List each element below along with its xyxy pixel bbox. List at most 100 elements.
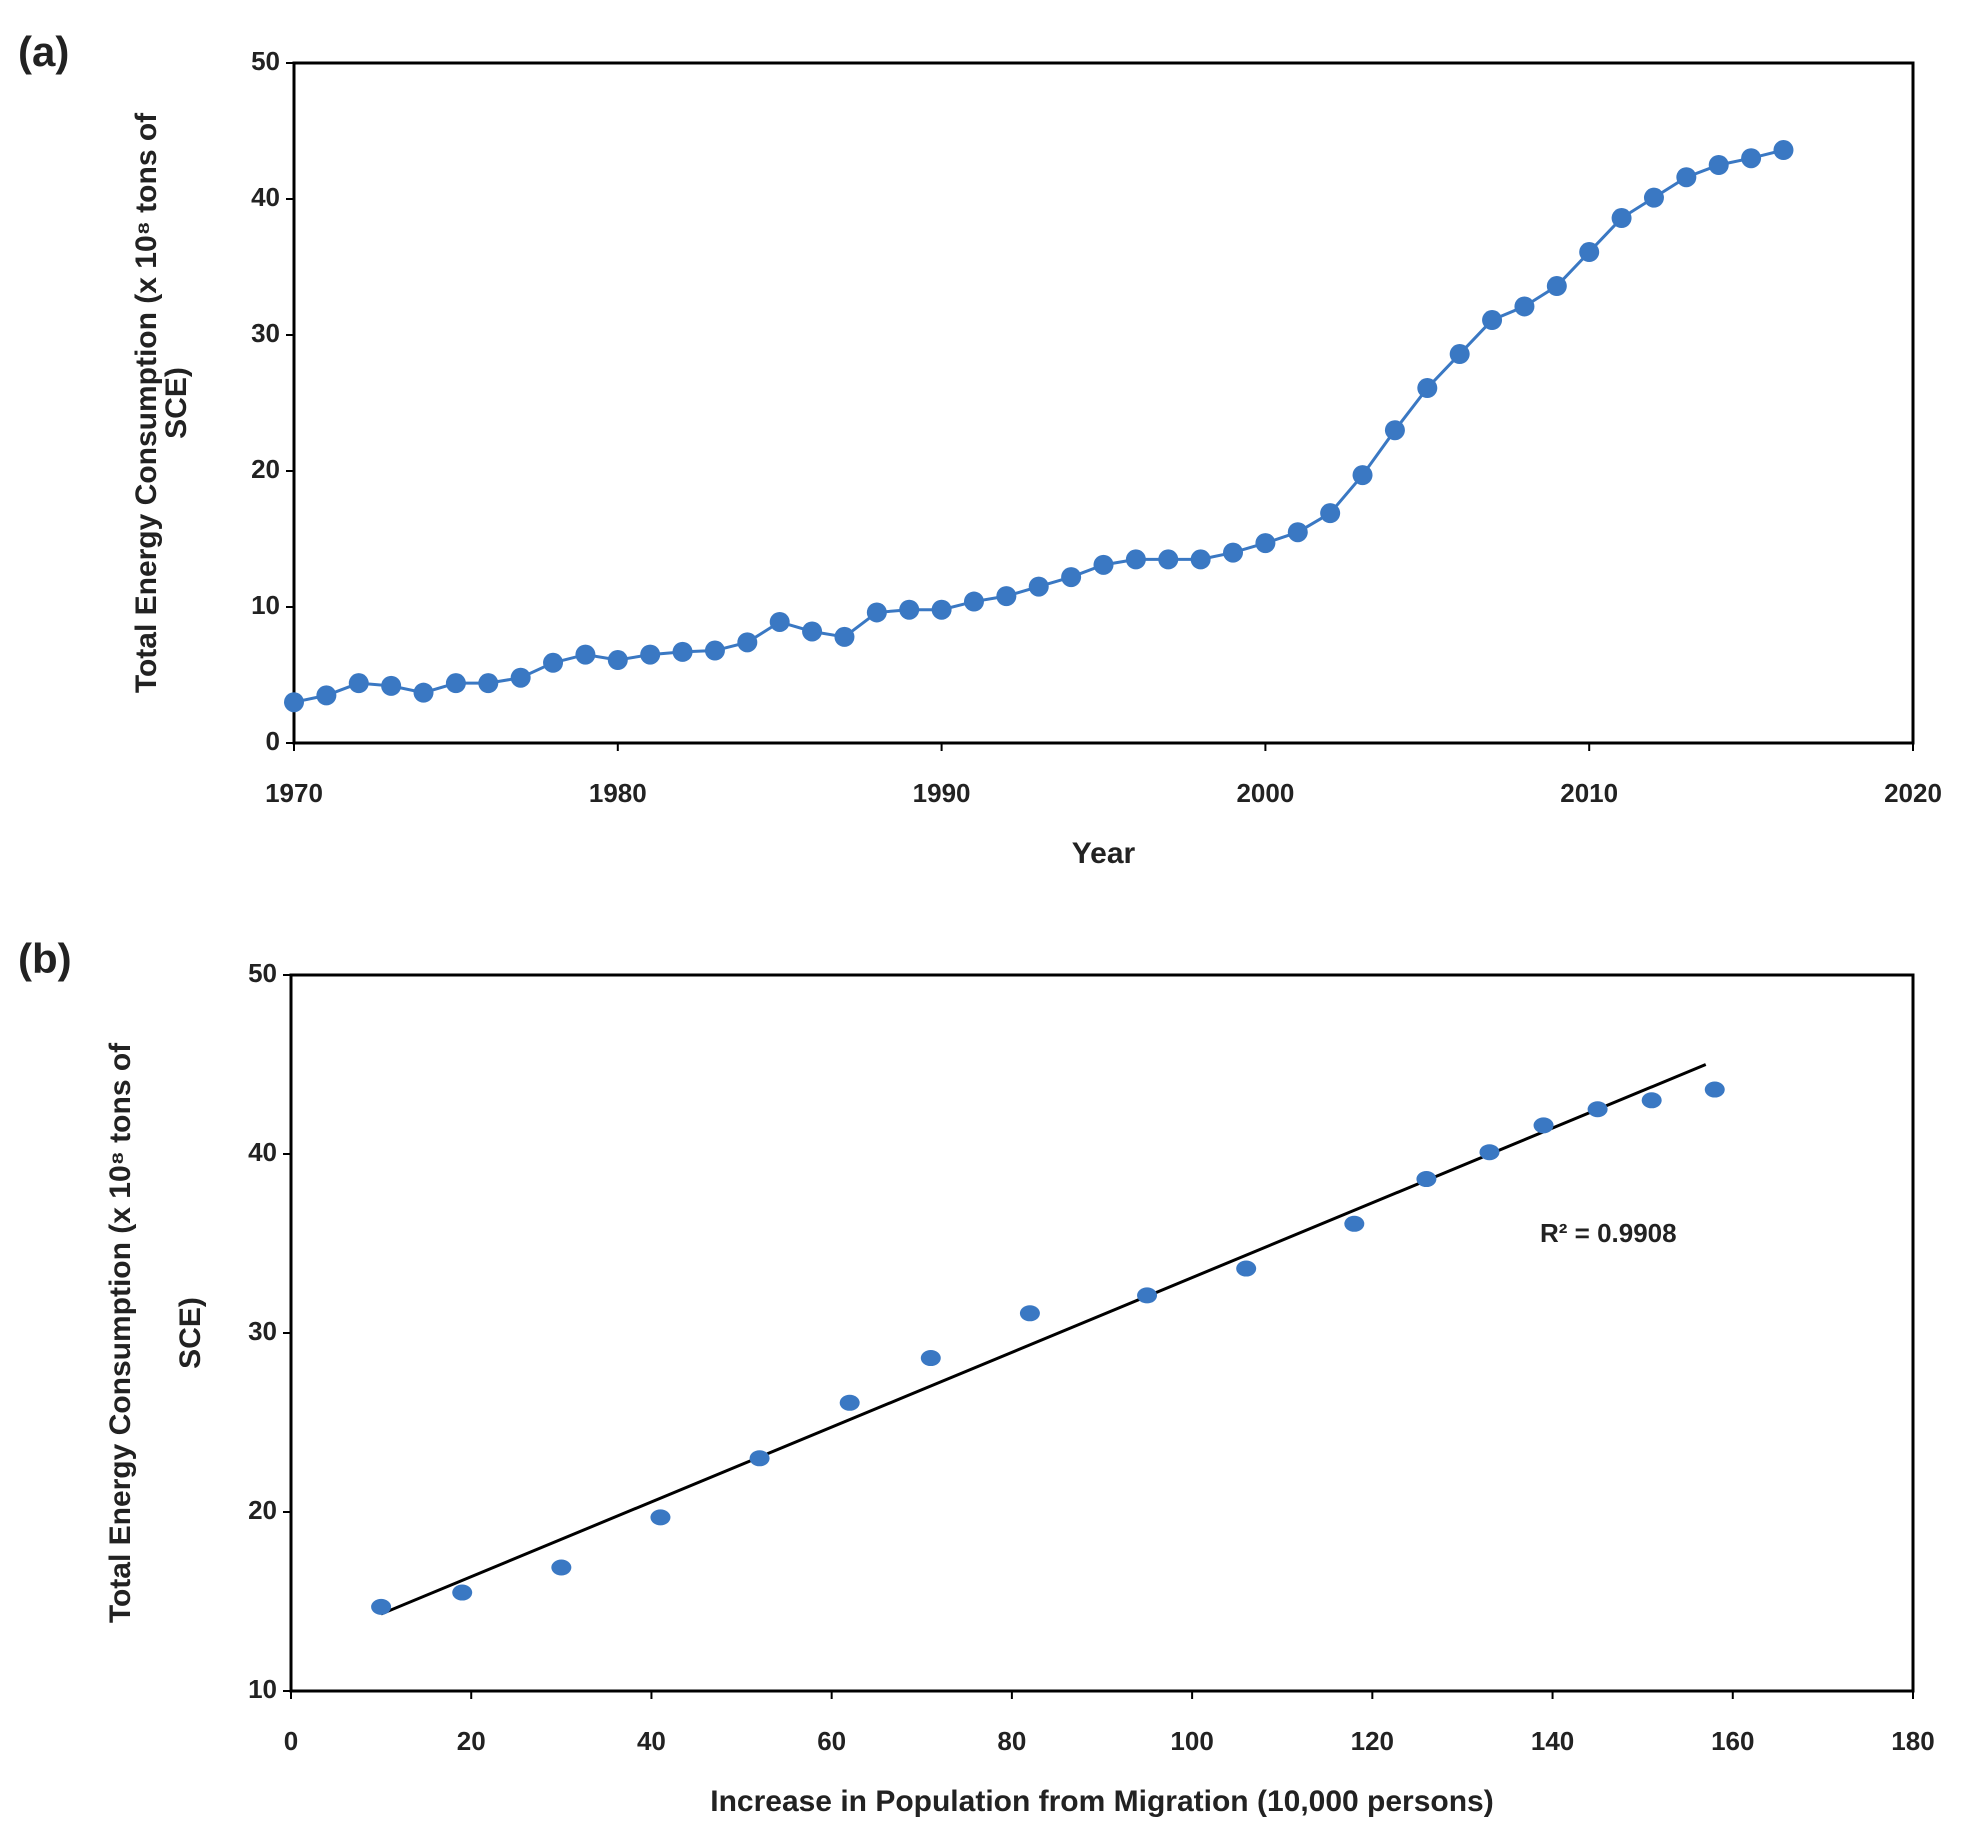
data-point — [1320, 503, 1341, 524]
x-axis-title: Year — [1072, 837, 1136, 870]
data-point — [371, 1598, 392, 1615]
data-point — [445, 673, 466, 694]
data-point — [316, 685, 337, 706]
data-point — [737, 632, 758, 653]
data-point — [802, 621, 823, 642]
data-point — [1773, 140, 1794, 161]
data-point — [963, 591, 984, 612]
data-point — [1514, 296, 1535, 317]
data-point — [834, 626, 855, 647]
trendline — [380, 1063, 1707, 1616]
x-tick-label: 180 — [1891, 1726, 1934, 1756]
data-point — [1611, 208, 1632, 229]
y-tick-label: 30 — [248, 1316, 277, 1346]
data-point — [413, 682, 434, 703]
data-point — [1093, 554, 1114, 575]
y-tick-label: 20 — [248, 1495, 277, 1525]
data-point — [1287, 522, 1308, 543]
y-axis-title: SCE) — [160, 367, 193, 439]
data-point — [866, 602, 887, 623]
data-point — [704, 640, 725, 661]
data-point — [1416, 1171, 1437, 1188]
data-point — [284, 692, 304, 713]
data-point — [1158, 549, 1179, 570]
data-point — [1417, 378, 1438, 399]
y-tick-label: 10 — [251, 590, 280, 620]
data-point — [1676, 167, 1697, 188]
data-point — [510, 667, 531, 688]
data-point — [1255, 533, 1276, 554]
data-point — [1061, 567, 1082, 588]
data-point — [1137, 1287, 1158, 1304]
data-point — [478, 673, 499, 694]
plot-frame — [289, 973, 1915, 1693]
data-point — [1641, 1092, 1662, 1109]
data-point — [1449, 344, 1470, 365]
data-point — [640, 644, 661, 665]
y-tick-label: 50 — [248, 958, 277, 988]
data-point — [996, 586, 1017, 607]
x-tick-label: 140 — [1531, 1726, 1574, 1756]
y-tick-label: 10 — [248, 1674, 277, 1704]
data-point — [931, 599, 952, 620]
x-tick-label: 2020 — [1884, 778, 1942, 808]
y-tick-label: 0 — [266, 726, 280, 756]
data-point — [575, 644, 596, 665]
data-point — [672, 641, 693, 662]
annotation: R² = 0.9908 — [1540, 1218, 1677, 1248]
data-point — [1704, 1081, 1725, 1098]
data-point — [1236, 1260, 1257, 1277]
x-tick-label: 1970 — [265, 778, 323, 808]
x-tick-label: 2010 — [1560, 778, 1618, 808]
data-point — [1384, 420, 1405, 441]
data-point — [1579, 242, 1600, 263]
data-point — [381, 675, 402, 696]
data-point — [1190, 549, 1211, 570]
panel-label: (a) — [18, 28, 69, 75]
data-point — [839, 1394, 860, 1411]
data-point — [1546, 276, 1567, 297]
y-tick-label: 30 — [251, 318, 280, 348]
data-point — [1533, 1117, 1554, 1134]
data-point — [1352, 465, 1373, 486]
data-point — [1643, 187, 1664, 208]
data-line — [293, 148, 1784, 704]
y-axis-title: SCE) — [174, 1297, 207, 1369]
x-tick-label: 120 — [1351, 1726, 1394, 1756]
data-point — [607, 650, 628, 671]
x-axis-title: Increase in Population from Migration (1… — [710, 1785, 1494, 1818]
data-point — [348, 673, 369, 694]
x-tick-label: 100 — [1170, 1726, 1213, 1756]
x-tick-label: 80 — [997, 1726, 1026, 1756]
data-point — [1479, 1144, 1500, 1161]
data-point — [1741, 148, 1762, 169]
data-point — [452, 1584, 473, 1601]
data-point — [899, 599, 920, 620]
data-point — [1587, 1101, 1608, 1118]
data-point — [1708, 155, 1729, 175]
x-tick-label: 60 — [817, 1726, 846, 1756]
y-tick-label: 20 — [251, 454, 280, 484]
data-point — [543, 652, 564, 673]
data-point — [1028, 576, 1049, 597]
y-tick-label: 40 — [251, 182, 280, 212]
plot-frame — [292, 61, 1915, 745]
x-tick-label: 0 — [284, 1726, 298, 1756]
x-tick-label: 20 — [457, 1726, 486, 1756]
data-point — [920, 1350, 941, 1367]
data-point — [650, 1509, 671, 1526]
data-point — [1125, 549, 1146, 570]
y-tick-label: 40 — [248, 1137, 277, 1167]
y-axis-title: Total Energy Consumption (x 10⁸ tons of — [130, 112, 163, 693]
data-point — [551, 1559, 572, 1576]
data-point — [749, 1450, 770, 1467]
x-tick-label: 2000 — [1236, 778, 1294, 808]
x-tick-label: 1990 — [913, 778, 971, 808]
x-tick-label: 160 — [1711, 1726, 1754, 1756]
data-point — [1019, 1305, 1040, 1322]
y-tick-label: 50 — [251, 46, 280, 76]
data-point — [769, 611, 790, 632]
data-point — [1223, 542, 1244, 563]
y-axis-title: Total Energy Consumption (x 10⁸ tons of — [104, 1042, 137, 1623]
